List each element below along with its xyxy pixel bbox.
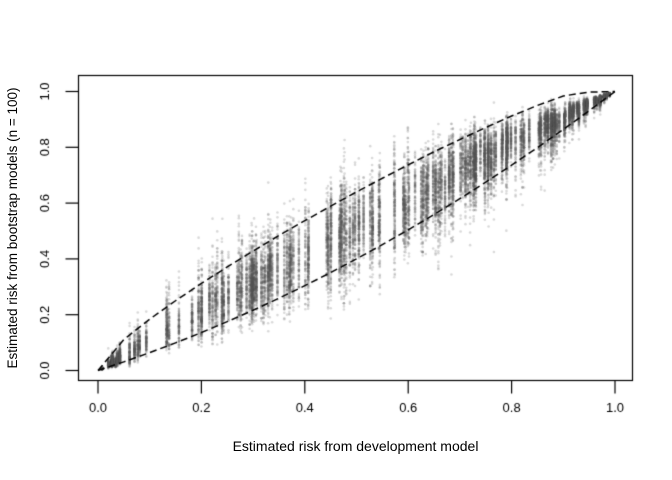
- x-axis-title: Estimated risk from development model: [232, 438, 479, 454]
- y-axis-title: Estimated risk from bootstrap models (n …: [5, 87, 20, 369]
